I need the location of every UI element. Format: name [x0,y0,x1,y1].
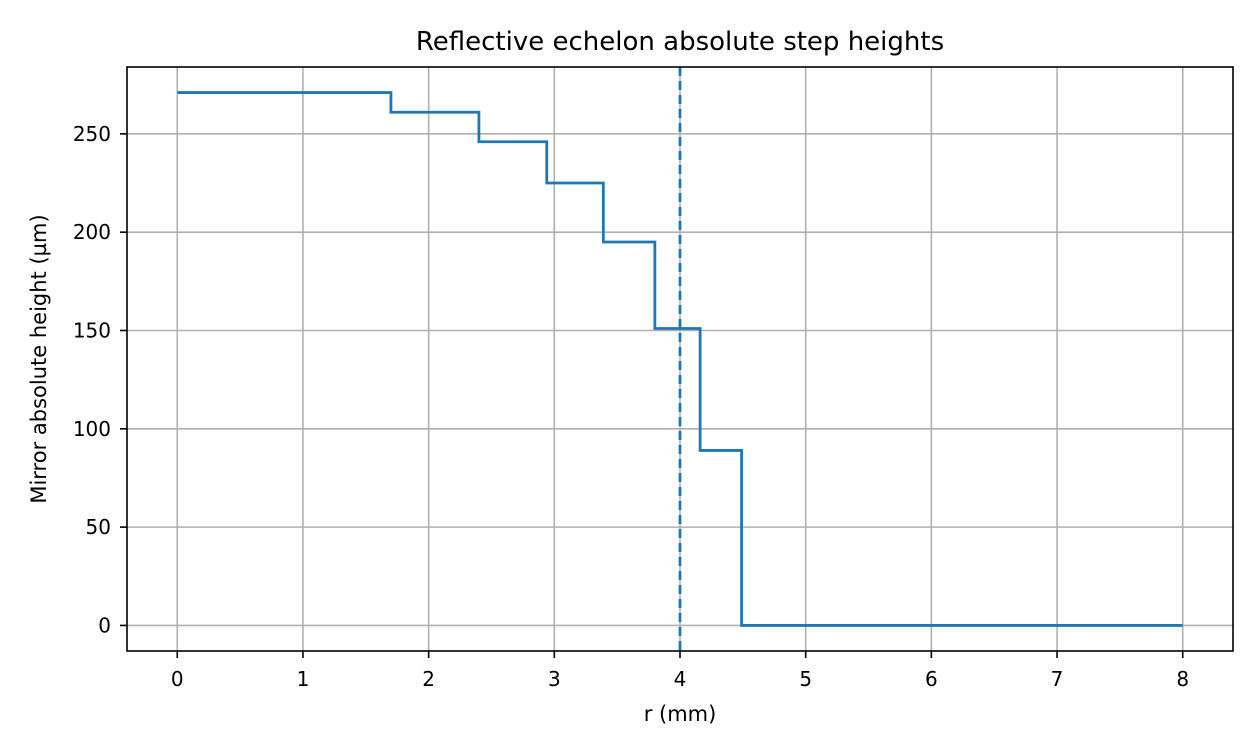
tick-layer: 0 1 2 3 4 5 6 7 8 0 50 100 150 200 250 [73,122,1189,691]
series-layer [177,67,1183,651]
y-tick-label: 250 [73,122,111,146]
y-tick-label: 50 [86,515,111,539]
y-tick-label: 150 [73,318,111,342]
y-axis-label: Mirror absolute height (µm) [27,214,51,503]
step-height-line [177,91,1183,627]
x-tick-label: 4 [674,667,687,691]
y-tick-label: 0 [98,613,111,637]
chart-title: Reflective echelon absolute step heights [416,27,944,57]
x-tick-label: 1 [297,667,310,691]
y-tick-label: 100 [73,417,111,441]
x-axis-label: r (mm) [644,702,717,726]
x-tick-label: 7 [1051,667,1064,691]
x-tick-label: 6 [925,667,938,691]
x-tick-label: 2 [422,667,435,691]
x-tick-label: 3 [548,667,561,691]
x-tick-label: 5 [799,667,812,691]
x-tick-label: 8 [1176,667,1189,691]
x-tick-label: 0 [171,667,184,691]
y-tick-label: 200 [73,220,111,244]
